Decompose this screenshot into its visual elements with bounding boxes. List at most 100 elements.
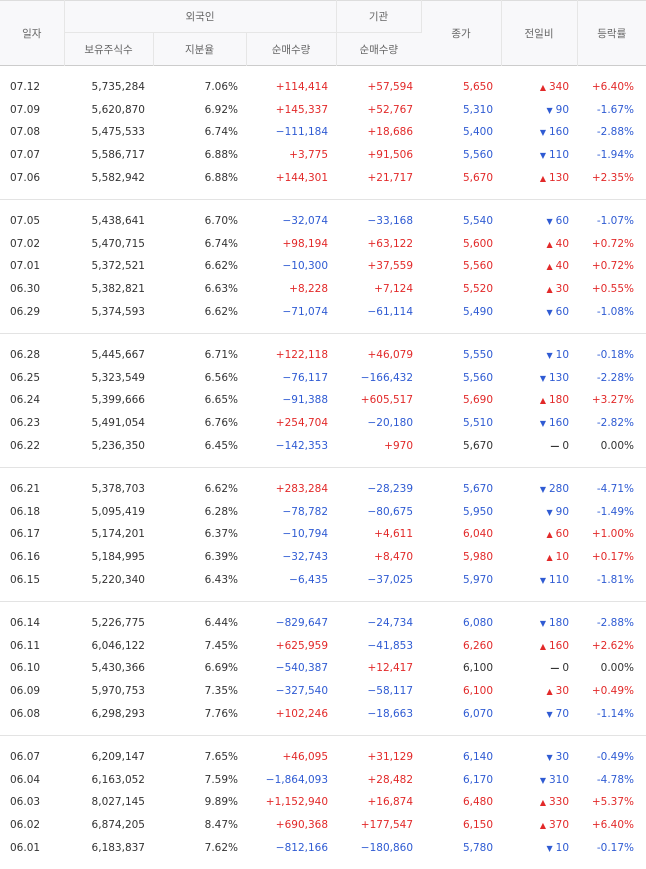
date-cell: 06.21 [10, 483, 41, 496]
rate-cell: +6.40% [591, 81, 635, 94]
group-spacer [0, 859, 646, 869]
ratio-cell: 9.89% [204, 796, 238, 809]
rate-cell: -2.88% [596, 126, 635, 139]
change-value: 10 [555, 841, 570, 854]
change-cell: ▼ 130 [501, 367, 577, 390]
change-value: 60 [555, 528, 570, 541]
triangle-down-icon: ▼ [539, 151, 546, 161]
rate-cell: +0.17% [591, 550, 635, 563]
close-cell: 5,670 [462, 483, 494, 496]
ratio-cell: 6.71% [204, 349, 238, 362]
inst-net-cell: +37,559 [367, 260, 414, 273]
foreign-net-cell: +46,095 [282, 751, 329, 764]
ratio-cell: 7.45% [204, 639, 238, 652]
date-cell: 07.05 [10, 215, 41, 228]
table-row: 07.06 5,582,942 6.88% +144,301 +21,717 5,670 ▲… [0, 166, 646, 189]
change-cell: ▼ 90 [501, 501, 577, 524]
close-cell: 6,260 [462, 639, 494, 652]
table-row: 06.24 5,399,666 6.65% −91,388 +605,517 5,690 ▲… [0, 389, 646, 412]
change-value: 340 [548, 81, 570, 94]
close-cell: 5,490 [462, 305, 494, 318]
rate-cell: -0.17% [596, 841, 635, 854]
ratio-cell: 6.88% [204, 149, 238, 162]
change-cell: ▼ 310 [501, 768, 577, 791]
inst-net-cell: −41,853 [367, 639, 414, 652]
change-cell: —0 [501, 434, 577, 457]
change-cell: ▲ 30 [501, 680, 577, 703]
triangle-down-icon: ▼ [546, 843, 553, 853]
ratio-cell: 6.45% [204, 439, 238, 452]
ratio-cell: 6.70% [204, 215, 238, 228]
ratio-cell: 6.65% [204, 394, 238, 407]
foreign-net-cell: +1,152,940 [265, 796, 329, 809]
triangle-up-icon: ▲ [539, 173, 546, 183]
holdings-cell: 5,445,667 [91, 349, 145, 362]
ratio-cell: 6.43% [204, 573, 238, 586]
close-cell: 5,670 [462, 171, 494, 184]
foreign-net-cell: −10,300 [282, 260, 329, 273]
triangle-down-icon: ▼ [546, 351, 553, 361]
close-cell: 6,040 [462, 528, 494, 541]
rate-cell: +1.00% [591, 528, 635, 541]
close-cell: 5,540 [462, 215, 494, 228]
rate-cell: -1.14% [596, 707, 635, 720]
change-cell: ▼ 70 [501, 702, 577, 725]
rate-cell: -2.88% [596, 617, 635, 630]
triangle-down-icon: ▼ [539, 373, 546, 383]
change-value: 160 [548, 417, 570, 430]
foreign-net-cell: +690,368 [275, 818, 329, 831]
change-value: 40 [555, 260, 570, 273]
ratio-cell: 6.56% [204, 371, 238, 384]
table-row: 06.11 6,046,122 7.45% +625,959 −41,853 6,260 ▲… [0, 634, 646, 657]
rate-cell: 0.00% [600, 439, 635, 452]
close-cell: 5,560 [462, 149, 494, 162]
date-cell: 06.18 [10, 505, 41, 518]
holdings-cell: 5,438,641 [91, 215, 145, 228]
change-cell: ▲ 40 [501, 255, 577, 278]
rate-cell: -1.08% [596, 305, 635, 318]
close-cell: 5,950 [462, 505, 494, 518]
rate-cell: 0.00% [600, 662, 635, 675]
group-spacer [0, 725, 646, 736]
change-cell: ▲ 330 [501, 791, 577, 814]
holdings-cell: 5,372,521 [91, 260, 145, 273]
inst-net-cell: −28,239 [367, 483, 414, 496]
holdings-cell: 6,874,205 [91, 818, 145, 831]
date-cell: 06.22 [10, 439, 41, 452]
rate-cell: +0.72% [591, 260, 635, 273]
holdings-cell: 6,209,147 [91, 751, 145, 764]
foreign-net-cell: −111,184 [275, 126, 329, 139]
table-header: 일자 외국인 기관 종가 전일비 등락률 보유주식수 지분율 순매수량 순매수량 [0, 0, 646, 66]
inst-net-cell: −33,168 [367, 215, 414, 228]
rate-cell: +0.49% [591, 684, 635, 697]
rate-cell: +0.55% [591, 283, 635, 296]
ratio-cell: 6.62% [204, 260, 238, 273]
change-value: 160 [548, 126, 570, 139]
change-value: 90 [555, 505, 570, 518]
rate-cell: -0.49% [596, 751, 635, 764]
change-value: 130 [548, 371, 570, 384]
change-cell: ▲ 10 [501, 546, 577, 569]
change-cell: ▲ 370 [501, 814, 577, 837]
foreign-net-cell: −1,864,093 [265, 773, 329, 786]
change-cell: ▼ 10 [501, 836, 577, 859]
col-inst-net-header: 순매수량 [336, 32, 422, 66]
date-cell: 06.08 [10, 707, 41, 720]
triangle-down-icon: ▼ [539, 485, 546, 495]
triangle-up-icon: ▲ [539, 83, 546, 93]
rate-cell: -1.81% [596, 573, 635, 586]
close-cell: 5,650 [462, 81, 494, 94]
change-value: 0 [562, 439, 570, 452]
ratio-cell: 7.65% [204, 751, 238, 764]
inst-net-cell: +16,874 [367, 796, 414, 809]
triangle-up-icon: ▲ [546, 262, 553, 272]
table-row: 06.14 5,226,775 6.44% −829,647 −24,734 6,080 ▼… [0, 612, 646, 635]
group-divider [0, 199, 646, 200]
change-cell: ▼ 280 [501, 478, 577, 501]
triangle-up-icon: ▲ [539, 396, 546, 406]
change-cell: ▲ 180 [501, 389, 577, 412]
table-row: 07.08 5,475,533 6.74% −111,184 +18,686 5,400 ▼… [0, 121, 646, 144]
change-cell: ▼ 30 [501, 746, 577, 769]
inst-net-cell: +18,686 [367, 126, 414, 139]
close-cell: 5,550 [462, 349, 494, 362]
